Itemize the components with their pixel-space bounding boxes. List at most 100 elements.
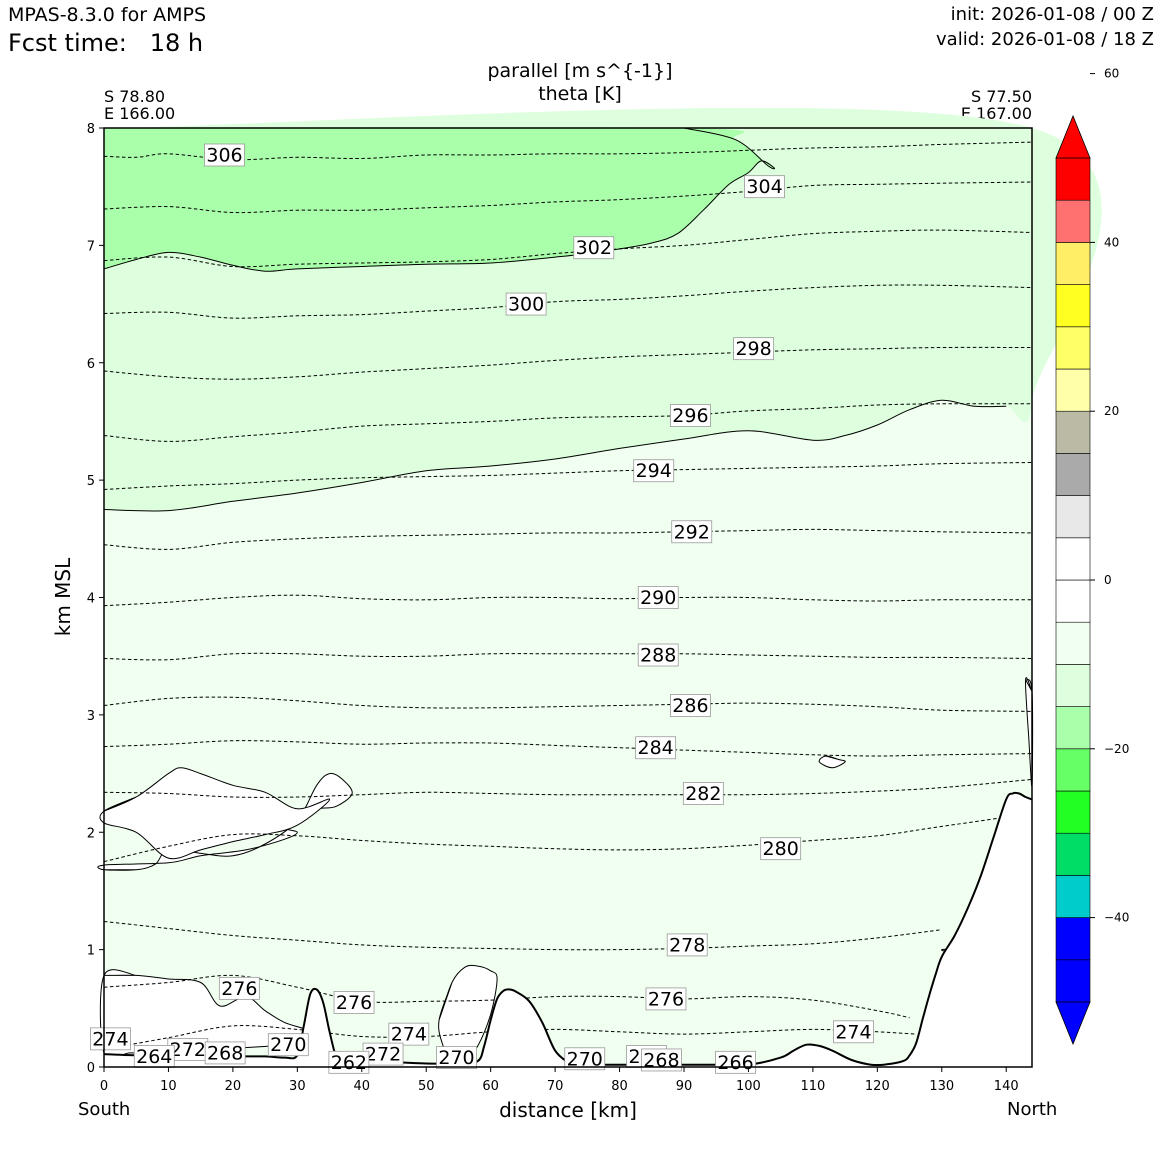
y-tick-label: 7	[87, 239, 95, 254]
colorbar-tick-label: −40	[1104, 911, 1129, 925]
contour-label-box	[204, 1041, 246, 1065]
colorbar-cell	[1055, 199, 1091, 243]
contour-label: 276	[645, 987, 687, 1011]
x-tick-label: 50	[418, 1079, 435, 1094]
contour-label-box	[635, 736, 677, 760]
contour-label-text: 292	[674, 521, 710, 543]
contour-label-text: 266	[717, 1052, 753, 1074]
contour-label-text: 276	[221, 978, 257, 1000]
contour-label-text: 276	[336, 992, 372, 1014]
contour-label: 278	[666, 933, 708, 957]
y-tick-label: 5	[87, 474, 95, 489]
white-pocket-0	[97, 772, 353, 871]
contour-label-box	[90, 1027, 131, 1051]
colorbar: −40 −20 0 20 40 60	[1055, 67, 1129, 1046]
colorbar-cell	[1055, 664, 1091, 707]
colorbar-cell	[1055, 875, 1091, 918]
contour-label: 294	[633, 459, 675, 483]
contour-label-box	[645, 987, 687, 1011]
x-tick-label: 10	[160, 1079, 177, 1094]
contour-label: 272	[167, 1037, 209, 1061]
contour-label-box	[218, 976, 260, 1000]
contour-label-text: 306	[206, 144, 242, 166]
contour-label: 274	[833, 1020, 874, 1044]
axes-layer: 0 10 20 30 40 50 60 70 80 90 100 110 120 130 140 0 1 2 3 4 5…	[87, 122, 1033, 1094]
contour-label: 292	[671, 520, 713, 543]
contour-label: 302	[573, 236, 615, 259]
contour-label-box	[670, 404, 711, 427]
colorbar-cell	[1055, 579, 1091, 623]
x-tick-label: 60	[482, 1079, 499, 1094]
contour-label: 276	[333, 991, 375, 1014]
colorbar-cell	[1055, 706, 1091, 750]
colorbar-tick-label: −20	[1104, 742, 1129, 756]
contour-label: 304	[744, 175, 785, 198]
contour-label-text: 278	[669, 934, 705, 956]
theta-contour-296	[103, 403, 1033, 442]
colorbar-tick-label: 0	[1104, 573, 1112, 587]
contour-label: 286	[670, 694, 711, 717]
terrain-fill	[104, 792, 1032, 1067]
contour-label-text: 294	[636, 460, 672, 482]
contour-label: 266	[715, 1050, 756, 1074]
x-tick-label: 140	[994, 1079, 1019, 1094]
x-tick-label: 40	[354, 1079, 371, 1094]
contour-label: 284	[635, 736, 677, 760]
theta-contour-302	[103, 229, 1033, 268]
contour-label: 262	[328, 1050, 370, 1074]
boundary-wind-10-to-5	[103, 399, 1007, 512]
y-tick-label: 6	[87, 357, 95, 372]
valid-time: valid: 2026-01-08 / 18 Z	[936, 29, 1154, 50]
contour-label: 264	[133, 1045, 175, 1068]
contour-label: 280	[760, 837, 802, 860]
colorbar-cell	[1055, 242, 1091, 285]
contour-label-box	[666, 933, 708, 957]
contour-label-box	[633, 459, 675, 483]
init-time: init: 2026-01-08 / 00 Z	[950, 4, 1154, 25]
theta-contour-300	[103, 284, 1033, 319]
contour-label-box	[733, 337, 774, 361]
south-label: South	[78, 1099, 131, 1120]
forecast-time: Fcst time: 18 h	[8, 29, 204, 57]
colorbar-tick-label: 40	[1104, 235, 1119, 249]
colorbar-cell	[1055, 790, 1091, 834]
contour-label-text: 286	[672, 695, 708, 717]
theta-contour-290	[103, 594, 1033, 607]
colorbar-tick-label: 60	[1104, 67, 1119, 81]
contour-label: 300	[505, 292, 547, 316]
white-pocket-1	[99, 767, 331, 860]
theta-contour-284	[103, 740, 1033, 757]
y-tick-label: 4	[87, 592, 95, 607]
x-tick-label: 110	[800, 1079, 825, 1094]
x-tick-label: 130	[929, 1079, 954, 1094]
contour-label-text: 276	[648, 988, 684, 1010]
contour-label-text: 270	[270, 1034, 306, 1056]
theta-contour-292	[103, 528, 1033, 550]
white-pocket-3	[438, 964, 498, 1064]
contour-label: 274	[388, 1022, 430, 1046]
contour-label-text: 274	[391, 1024, 427, 1046]
contour-label: 272	[362, 1042, 404, 1066]
y-tick-label: 2	[87, 826, 95, 841]
plot-title-wind: parallel [m s^{-1}]	[487, 60, 673, 82]
contour-label-text: 262	[331, 1052, 367, 1074]
contour-label-box	[637, 643, 679, 667]
contour-label-box	[682, 782, 724, 805]
contour-label-text: 300	[508, 294, 544, 316]
colorbar-cell	[1055, 326, 1091, 370]
x-tick-label: 80	[611, 1079, 628, 1094]
contour-label-text: 274	[92, 1028, 128, 1050]
contour-label-box	[833, 1020, 874, 1044]
x-tick-label: 120	[865, 1079, 890, 1094]
contour-label: 288	[637, 643, 679, 667]
theta-contour-278	[103, 921, 942, 951]
model-title: MPAS-8.3.0 for AMPS	[8, 4, 207, 26]
x-tick-label: 90	[676, 1079, 693, 1094]
colorbar-cell	[1055, 917, 1091, 961]
contour-label-box	[637, 586, 679, 609]
contour-label-box	[564, 1047, 606, 1071]
colorbar-tick-label: 20	[1104, 404, 1119, 418]
contour-label: 268	[204, 1041, 246, 1065]
colorbar-cell	[1055, 748, 1091, 792]
y-tick-label: 1	[87, 944, 95, 959]
